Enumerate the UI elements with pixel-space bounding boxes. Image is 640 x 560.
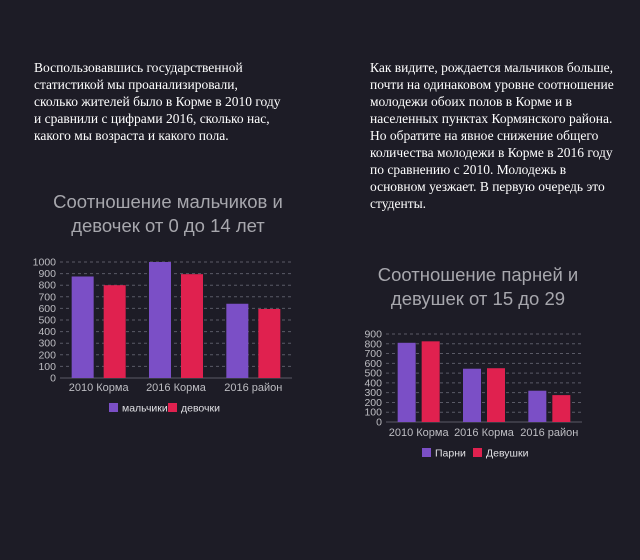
chart-1-ytick-label: 700 bbox=[38, 291, 56, 303]
chart-1-legend-label: мальчики bbox=[122, 403, 168, 415]
chart-2-category-label: 2016 Корма bbox=[454, 427, 515, 439]
chart-2-category-label: 2010 Корма bbox=[389, 427, 450, 439]
chart-2-bar-Девушки-1 bbox=[421, 341, 440, 422]
chart-1-ytick-label: 400 bbox=[38, 326, 56, 338]
chart-2-bar-Парни-1 bbox=[397, 342, 416, 422]
chart-2-ytick-label: 0 bbox=[376, 417, 382, 429]
chart-2-ytick-label: 700 bbox=[364, 348, 382, 360]
chart-2-ytick-label: 500 bbox=[364, 368, 382, 380]
chart-1-ytick-label: 300 bbox=[38, 338, 56, 350]
chart-1-ytick-label: 1000 bbox=[33, 257, 57, 269]
chart-1-category-label: 2016 район bbox=[224, 382, 282, 394]
chart-1-ytick-label: 200 bbox=[38, 349, 56, 361]
chart-2-legend-label: Парни bbox=[435, 448, 466, 460]
chart-1-ytick-label: 0 bbox=[50, 373, 56, 385]
chart-2-ytick-label: 200 bbox=[364, 397, 382, 409]
chart-2-bar-Девушки-3 bbox=[552, 395, 571, 422]
chart-1-bar-мальчики-2 bbox=[149, 262, 171, 378]
chart-2-ytick-label: 300 bbox=[364, 387, 382, 399]
conclusion-paragraph: Как видите, рождается мальчиков больше, … bbox=[370, 60, 614, 211]
chart-1-bar-мальчики-1 bbox=[71, 276, 94, 378]
chart-1-title: Соотношение мальчиков и девочек от 0 до … bbox=[53, 191, 283, 236]
chart-2-legend-label: Девушки bbox=[486, 448, 529, 460]
chart-1-ytick-label: 600 bbox=[38, 303, 56, 315]
chart-1-bar-девочки-2 bbox=[181, 274, 203, 378]
chart-1-ytick-label: 500 bbox=[38, 315, 56, 327]
chart-2-title: Соотношение парней и девушек от 15 до 29 bbox=[377, 264, 579, 309]
chart-1-category-label: 2016 Корма bbox=[146, 382, 207, 394]
chart-1-category-label: 2010 Корма bbox=[69, 382, 130, 394]
chart-1-bar-девочки-1 bbox=[103, 285, 126, 378]
chart-1-ytick-label: 800 bbox=[38, 280, 56, 292]
chart-2-ytick-label: 600 bbox=[364, 358, 382, 370]
chart-1-bar-девочки-3 bbox=[258, 308, 281, 378]
chart-2-bar-Парни-2 bbox=[463, 368, 481, 422]
chart-2-ytick-label: 800 bbox=[364, 338, 382, 350]
chart-1-legend-swatch bbox=[109, 403, 118, 412]
chart-2-bar-Парни-3 bbox=[528, 390, 547, 422]
chart-2-bar-Девушки-2 bbox=[487, 368, 505, 422]
chart-1-ytick-label: 900 bbox=[38, 268, 56, 280]
chart-2-ytick-label: 400 bbox=[364, 377, 382, 389]
chart-1-legend-label: девочки bbox=[181, 403, 220, 415]
chart-1-ytick-label: 100 bbox=[38, 361, 56, 373]
chart-2-legend-swatch bbox=[422, 448, 431, 457]
chart-2-category-label: 2016 район bbox=[520, 427, 578, 439]
intro-paragraph: Воспользовавшись государственной статист… bbox=[34, 60, 281, 143]
chart-1-legend-swatch bbox=[168, 403, 177, 412]
chart-2-ytick-label: 900 bbox=[364, 329, 382, 341]
chart-1-bar-мальчики-3 bbox=[226, 303, 249, 378]
chart-2-ytick-label: 100 bbox=[364, 407, 382, 419]
chart-2-legend-swatch bbox=[473, 448, 482, 457]
